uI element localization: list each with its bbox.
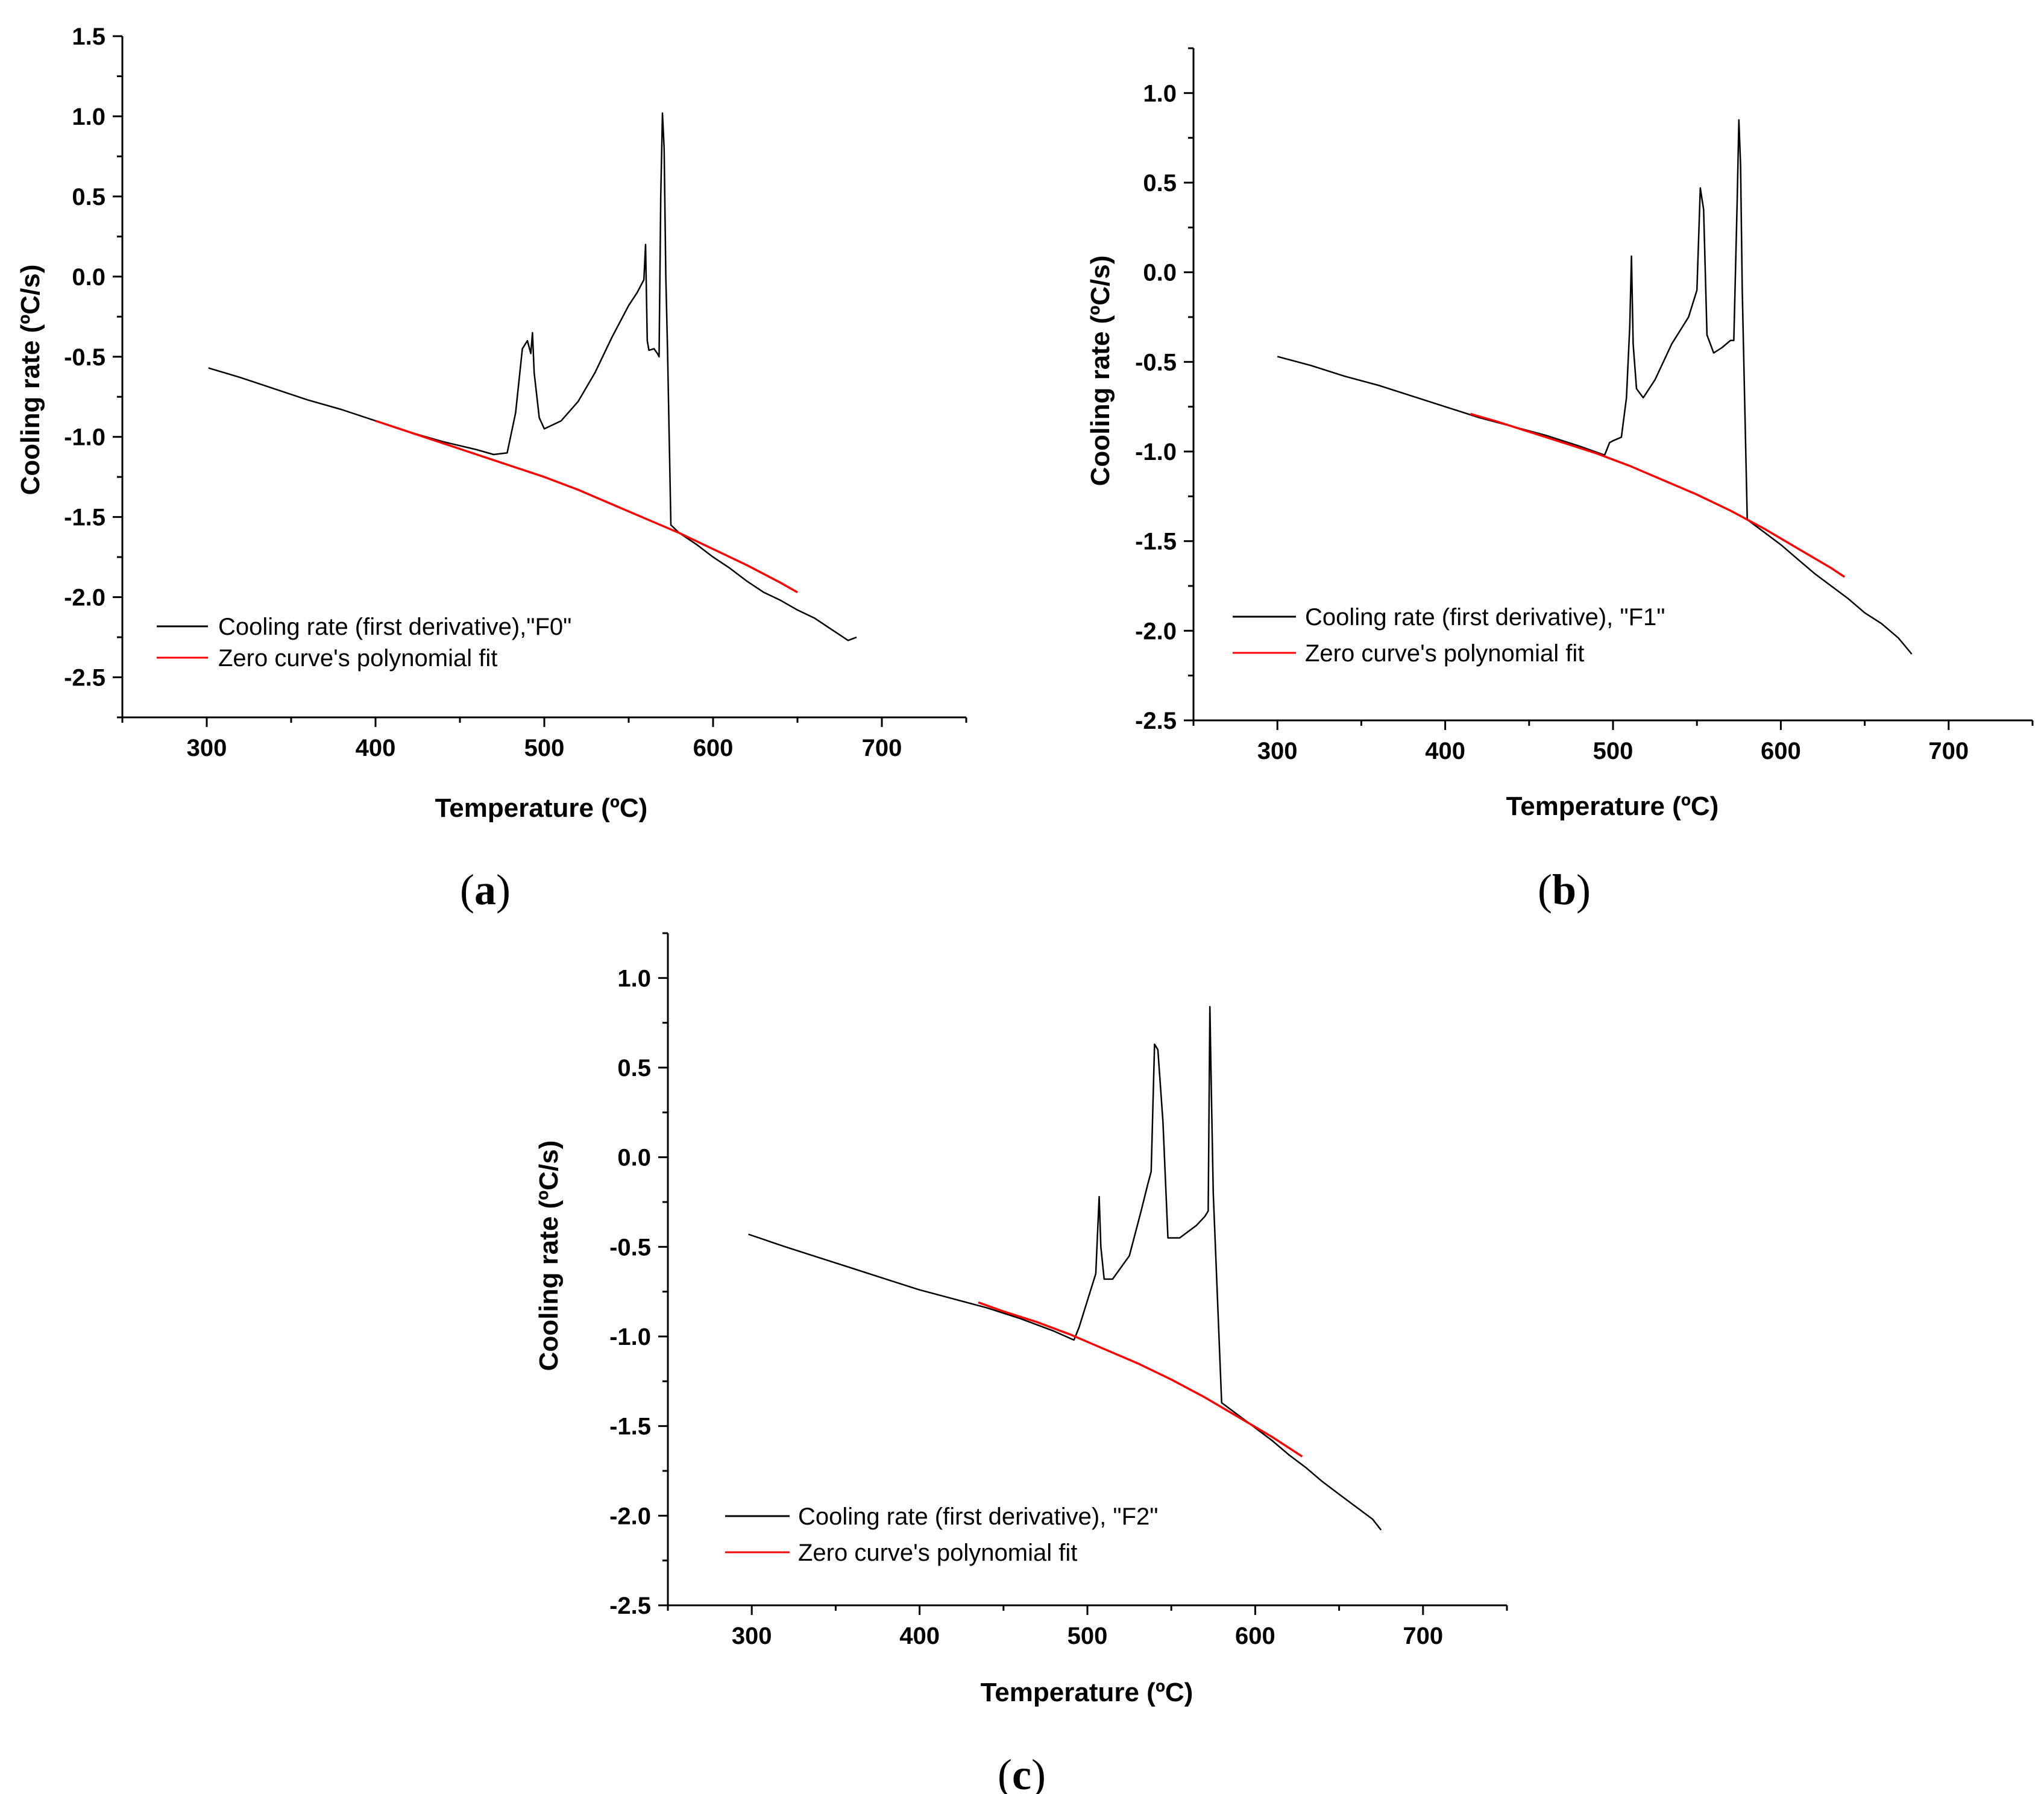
chart-panel-a: 300 400 500 600 700 -2.5 -2.0 -1.5 -1.0 -0.5 0.0 0.… <box>16 24 967 914</box>
x-tick-label: 700 <box>862 735 902 761</box>
legend-label-black-a: Cooling rate (first derivative),"F0" <box>218 614 571 640</box>
y-tick-label: 1.0 <box>72 104 105 130</box>
legend-label-black-c: Cooling rate (first derivative), "F2" <box>798 1503 1158 1530</box>
y-axis-title-b: Cooling rate (ºC/s) <box>1086 256 1115 486</box>
series-cooling-rate-a <box>208 112 857 641</box>
x-tick-label: 400 <box>1425 738 1465 764</box>
x-tick-label: 300 <box>187 735 227 761</box>
y-tick-label: 1.5 <box>72 24 105 50</box>
x-tick-label: 600 <box>693 735 734 761</box>
x-tick-label: 700 <box>1928 738 1969 764</box>
y-tick-label: -1.0 <box>609 1324 651 1350</box>
y-tick-label: -2.0 <box>609 1503 651 1529</box>
x-tick-label: 700 <box>1403 1623 1443 1649</box>
y-tick-label: -0.5 <box>64 344 105 371</box>
y-tick-label: 0.0 <box>617 1145 651 1171</box>
y-tick-label: -2.5 <box>609 1593 651 1619</box>
x-tick-label: 400 <box>899 1623 940 1649</box>
x-axis-title-a: Temperature (ºC) <box>435 793 648 823</box>
plot-area-c: 300 400 500 600 700 -2.5 -2.0 -1.5 -1.0 -0.5 0.0 0.… <box>609 932 1508 1649</box>
plot-area-b: 300 400 500 600 700 -2.5 -2.0 -1.5 -1.0 -0.5 0.0 0.… <box>1135 47 2034 764</box>
series-polynomial-fit-c <box>978 1301 1303 1458</box>
y-tick-label: -1.0 <box>1135 439 1177 465</box>
chart-panel-c: 300 400 500 600 700 -2.5 -2.0 -1.5 -1.0 -0.5 0.0 0.… <box>534 932 1508 1794</box>
panel-label-a: (a) <box>460 866 511 914</box>
legend-label-black-b: Cooling rate (first derivative), "F1" <box>1305 604 1665 631</box>
y-tick-label: 0.0 <box>1143 260 1177 286</box>
y-tick-label: 0.5 <box>72 184 105 210</box>
y-tick-label: -0.5 <box>1135 349 1177 376</box>
y-tick-label: -2.5 <box>1135 708 1177 734</box>
y-tick-label: 1.0 <box>1143 80 1177 107</box>
series-cooling-rate-c <box>748 1006 1382 1531</box>
x-axis-title-b: Temperature (ºC) <box>1506 792 1719 821</box>
y-tick-label: -1.5 <box>609 1414 651 1440</box>
x-tick-label: 600 <box>1761 738 1801 764</box>
chart-panel-b: 300 400 500 600 700 -2.5 -2.0 -1.5 -1.0 -0.5 0.0 0.… <box>1086 47 2034 914</box>
y-tick-label: -2.0 <box>64 585 105 611</box>
legend-label-red-b: Zero curve's polynomial fit <box>1305 640 1584 667</box>
x-axis-title-c: Temperature (ºC) <box>981 1678 1193 1707</box>
panel-label-b: (b) <box>1538 866 1591 914</box>
x-tick-label: 300 <box>1257 738 1298 764</box>
x-tick-label: 400 <box>356 735 396 761</box>
panel-letter-b: b <box>1552 866 1576 914</box>
y-tick-label: 0.0 <box>72 264 105 291</box>
x-tick-label: 600 <box>1235 1623 1275 1649</box>
panel-label-c: (c) <box>998 1751 1046 1794</box>
x-tick-label: 500 <box>524 735 565 761</box>
y-axis-title-a: Cooling rate (ºC/s) <box>16 265 45 496</box>
y-tick-label: 0.5 <box>1143 170 1177 197</box>
panel-letter-c: c <box>1012 1751 1031 1794</box>
y-tick-label: 0.5 <box>617 1055 651 1081</box>
y-tick-label: -1.5 <box>1135 529 1177 555</box>
y-axis-title-c: Cooling rate (ºC/s) <box>534 1141 564 1371</box>
y-tick-label: -0.5 <box>609 1234 651 1261</box>
legend-label-red-c: Zero curve's polynomial fit <box>798 1540 1077 1566</box>
x-tick-label: 500 <box>1593 738 1634 764</box>
y-tick-label: 1.0 <box>617 965 651 992</box>
x-tick-label: 300 <box>732 1623 772 1649</box>
y-tick-label: -2.0 <box>1135 618 1177 644</box>
y-tick-label: -1.0 <box>64 424 105 451</box>
y-tick-label: -1.5 <box>64 505 105 531</box>
legend-label-red-a: Zero curve's polynomial fit <box>218 645 497 672</box>
series-polynomial-fit-b <box>1470 412 1846 578</box>
x-tick-label: 500 <box>1068 1623 1108 1649</box>
series-cooling-rate-b <box>1277 119 1913 655</box>
series-polynomial-fit-a <box>375 420 798 594</box>
y-tick-label: -2.5 <box>64 665 105 691</box>
panel-letter-a: a <box>474 866 496 914</box>
plot-area-a: 300 400 500 600 700 -2.5 -2.0 -1.5 -1.0 -0.5 0.0 0.… <box>64 24 967 761</box>
